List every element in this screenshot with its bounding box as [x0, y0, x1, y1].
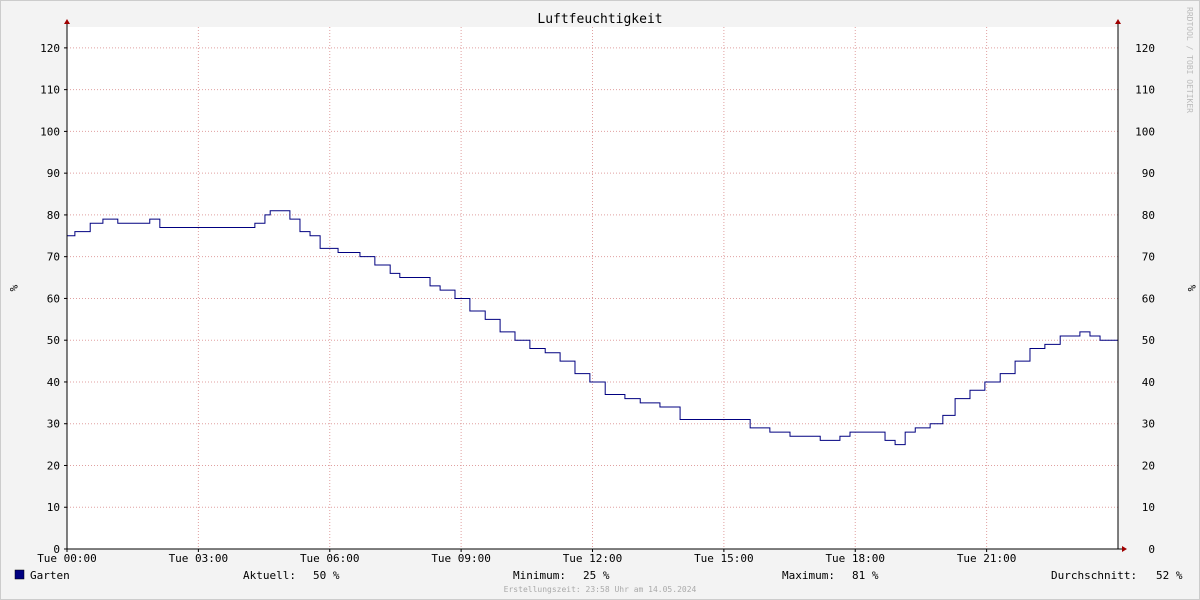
y-tick-label-right: 80: [1142, 209, 1155, 222]
marks: [67, 210, 1118, 446]
stat-label: Durchschnitt:: [1051, 569, 1137, 582]
y-tick-label: 80: [47, 209, 60, 222]
watermark: RRDTOOL / TOBI OETIKER: [1185, 7, 1194, 113]
series-line: [67, 210, 1118, 446]
y-tick-label: 30: [47, 418, 60, 431]
y-tick-label-right: 0: [1148, 543, 1155, 556]
x-tick-label: Tue 00:00: [37, 552, 97, 565]
y-tick-label: 100: [40, 125, 60, 138]
stat-label: Maximum:: [782, 569, 835, 582]
y-tick-label: 60: [47, 292, 60, 305]
y-tick-label-right: 50: [1142, 334, 1155, 347]
x-tick-label: Tue 06:00: [300, 552, 360, 565]
y-arrow: [64, 19, 70, 24]
y-tick-label: 120: [40, 42, 60, 55]
axes: [64, 19, 1127, 552]
y-tick-label-right: 20: [1142, 459, 1155, 472]
x-arrow: [1122, 546, 1127, 552]
stat-value: 50 %: [313, 569, 340, 582]
x-tick-label: Tue 15:00: [694, 552, 754, 565]
y-tick-label-right: 110: [1135, 84, 1155, 97]
x-tick-label: Tue 18:00: [825, 552, 885, 565]
y-tick-label: 40: [47, 376, 60, 389]
chart-title: Luftfeuchtigkeit: [537, 12, 662, 27]
y-tick-label: 90: [47, 167, 60, 180]
y-tick-label-right: 40: [1142, 376, 1155, 389]
y-axis-label-right: %: [1185, 285, 1198, 292]
x-tick-label: Tue 03:00: [169, 552, 229, 565]
y-tick-label-right: 70: [1142, 251, 1155, 264]
y-tick-label-right: 90: [1142, 167, 1155, 180]
y-tick-label: 0: [53, 543, 60, 556]
stat-value: 25 %: [583, 569, 610, 582]
y-arrow-right: [1115, 19, 1121, 24]
y-tick-label-right: 10: [1142, 501, 1155, 514]
x-tick-label: Tue 12:00: [563, 552, 623, 565]
y-tick-label-right: 100: [1135, 125, 1155, 138]
y-tick-label: 110: [40, 84, 60, 97]
y-tick-label: 10: [47, 501, 60, 514]
x-tick-label: Tue 21:00: [957, 552, 1017, 565]
x-tick-label: Tue 09:00: [431, 552, 491, 565]
legend: Garten Aktuell: 50 % Minimum: 25 % Maximum: 81…: [14, 569, 1183, 582]
y-tick-label-right: 120: [1135, 42, 1155, 55]
footer: Erstellungszeit: 23:58 Uhr am 14.05.2024: [504, 585, 697, 594]
legend-label: Garten: [30, 569, 70, 582]
y-tick-label-right: 60: [1142, 292, 1155, 305]
y-tick-label: 70: [47, 251, 60, 264]
stat-label: Minimum:: [513, 569, 566, 582]
stat-value: 81 %: [852, 569, 879, 582]
y-tick-label-right: 30: [1142, 418, 1155, 431]
y-axis-label: %: [7, 285, 20, 292]
grid: 0 0 10 10 20 20 30 30 40 40 50 50 60 60 70 70 80 80 90 90 10…: [37, 27, 1155, 565]
stat-value: 52 %: [1156, 569, 1183, 582]
legend-swatch: [14, 569, 25, 580]
y-tick-label: 50: [47, 334, 60, 347]
stat-label: Aktuell:: [243, 569, 296, 582]
y-tick-label: 20: [47, 459, 60, 472]
